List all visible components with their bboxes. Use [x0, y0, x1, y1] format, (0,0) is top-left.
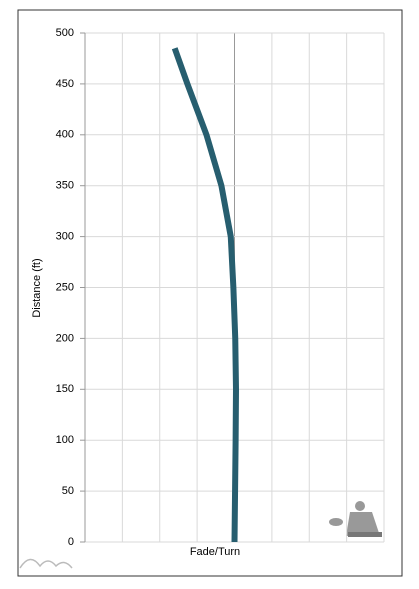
- logo-left: [19, 558, 73, 569]
- y-tick-label: 100: [56, 434, 74, 446]
- y-tick-label: 0: [68, 536, 74, 548]
- y-axis-label: Distance (ft): [31, 258, 43, 317]
- y-tick-label: 500: [56, 27, 74, 39]
- y-tick-label: 150: [56, 383, 74, 395]
- flight-path: [171, 47, 239, 543]
- x-axis-label: Fade/Turn: [190, 546, 240, 558]
- y-tick-label: 250: [56, 281, 74, 293]
- y-tick-label: 450: [56, 78, 74, 90]
- y-tick-label: 300: [56, 231, 74, 243]
- frame: [17, 9, 403, 577]
- y-tick-label: 350: [56, 180, 74, 192]
- y-tick-label: 400: [56, 129, 74, 141]
- y-tick-label: 200: [56, 332, 74, 344]
- y-tick-label: 50: [62, 485, 74, 497]
- logo-right: [329, 501, 382, 537]
